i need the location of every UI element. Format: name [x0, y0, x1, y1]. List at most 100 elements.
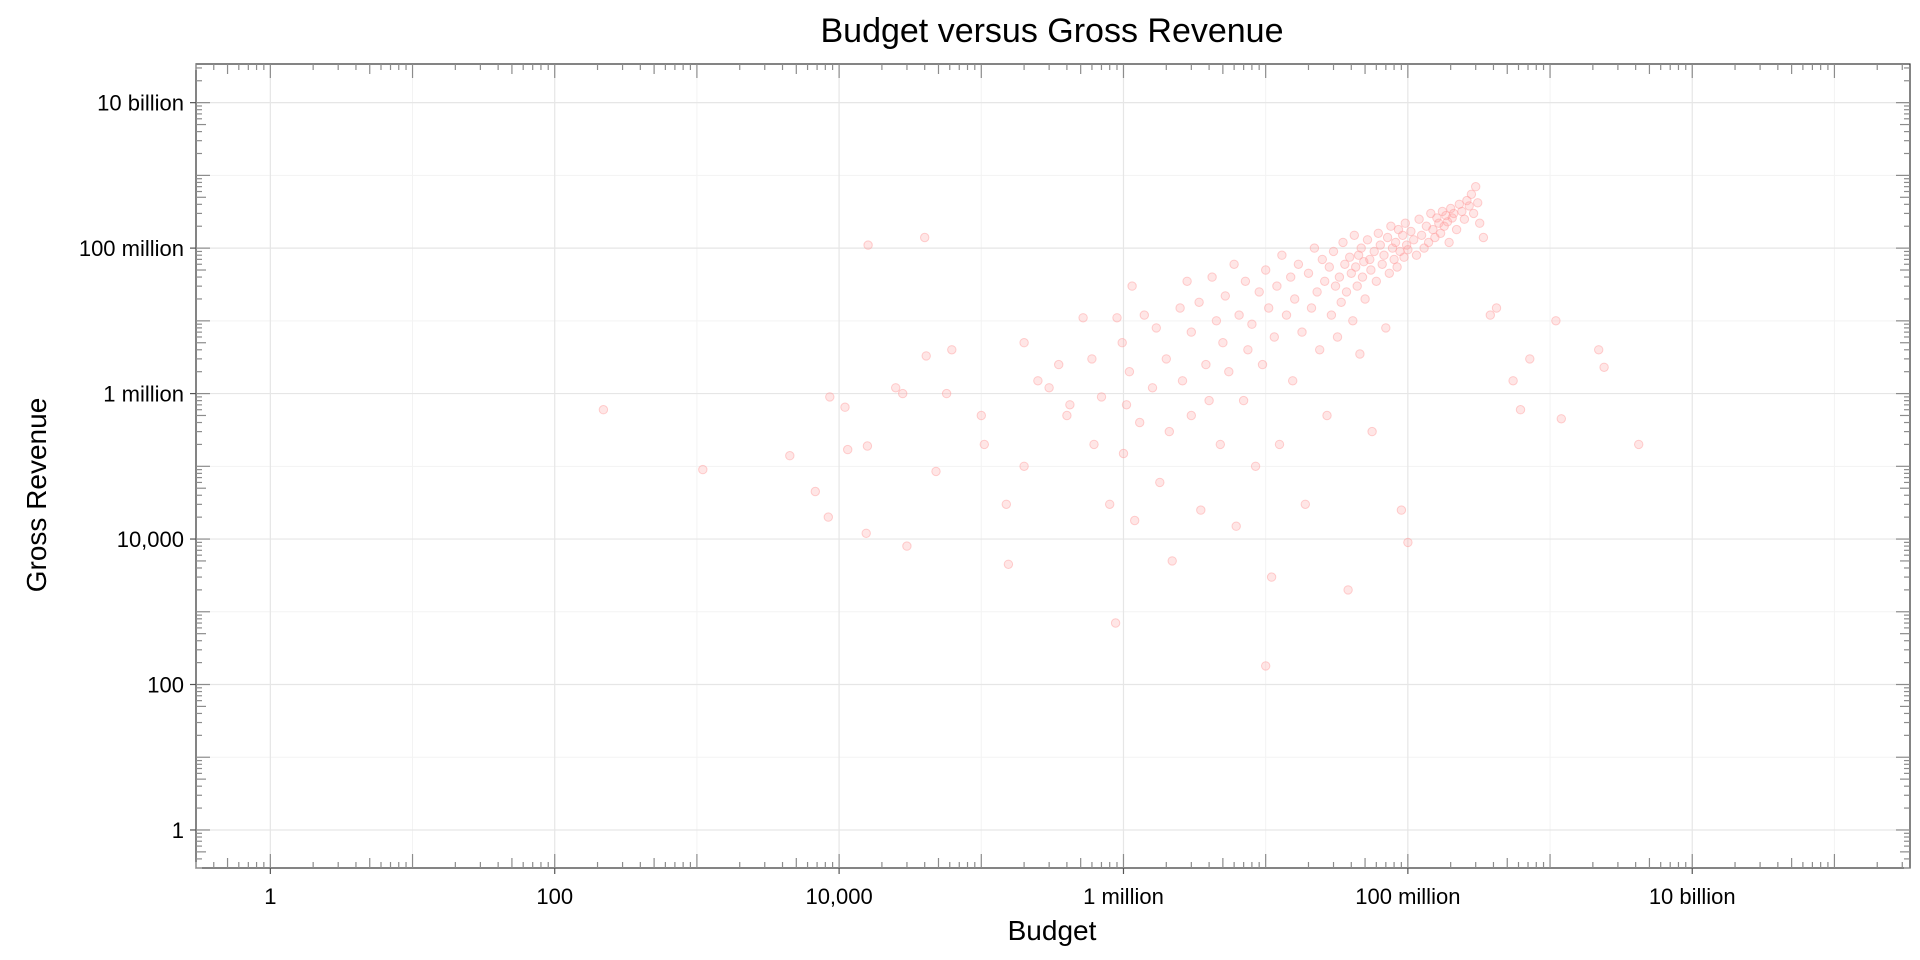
- data-point: [1334, 272, 1345, 282]
- data-point: [979, 439, 989, 450]
- data-point: [1551, 316, 1561, 326]
- data-point: [1127, 281, 1137, 291]
- data-point: [1167, 556, 1177, 566]
- data-point: [1382, 232, 1393, 243]
- data-point: [1464, 201, 1474, 211]
- data-point: [1309, 243, 1320, 253]
- data-point: [898, 388, 908, 399]
- data-point: [1426, 208, 1436, 219]
- data-point: [1264, 303, 1274, 313]
- data-point: [1182, 276, 1192, 286]
- data-point: [1525, 354, 1535, 364]
- data-point: [1475, 218, 1485, 228]
- data-point: [1377, 259, 1387, 269]
- data-point: [1355, 349, 1365, 359]
- data-point: [1351, 262, 1361, 272]
- data-point: [1250, 461, 1261, 471]
- data-point: [1207, 272, 1217, 282]
- data-point: [598, 405, 609, 415]
- data-point: [1320, 276, 1330, 286]
- data-point: [1326, 310, 1337, 320]
- data-point: [1054, 359, 1064, 370]
- data-point: [698, 464, 708, 475]
- y-tick-label: 1: [172, 818, 184, 843]
- y-tick-label: 1 million: [103, 382, 184, 407]
- data-point: [1359, 257, 1369, 267]
- data-point: [920, 232, 930, 243]
- data-point: [1033, 376, 1043, 386]
- data-point: [1124, 367, 1135, 377]
- data-point: [1473, 198, 1483, 208]
- data-point: [1398, 230, 1408, 241]
- data-point: [1121, 400, 1132, 410]
- data-point: [1257, 359, 1268, 370]
- data-point: [1367, 426, 1377, 437]
- x-axis-title: Budget: [1008, 915, 1097, 946]
- x-tick-label: 10,000: [805, 884, 872, 909]
- data-point: [1462, 195, 1472, 206]
- data-point: [1274, 439, 1285, 450]
- data-point: [891, 383, 901, 393]
- data-point: [1442, 217, 1453, 227]
- data-point: [1277, 250, 1287, 260]
- data-point: [1231, 521, 1241, 531]
- data-point: [1096, 392, 1107, 402]
- data-point: [1389, 254, 1399, 265]
- data-point: [1451, 224, 1462, 235]
- data-point: [1286, 272, 1296, 282]
- data-point: [1105, 499, 1115, 509]
- data-point: [861, 528, 871, 538]
- x-tick-label: 1 million: [1083, 884, 1164, 909]
- x-tick-label: 100: [536, 884, 573, 909]
- data-point: [1345, 252, 1355, 262]
- data-point: [931, 466, 941, 477]
- data-point: [1387, 243, 1398, 253]
- data-point: [1175, 303, 1185, 313]
- data-point: [1430, 232, 1440, 243]
- data-point: [1599, 362, 1609, 372]
- data-point: [1419, 243, 1429, 253]
- data-point: [1110, 618, 1121, 628]
- data-point: [1186, 410, 1197, 421]
- data-point: [1421, 221, 1432, 231]
- data-point: [1392, 262, 1402, 272]
- data-point: [1409, 235, 1419, 245]
- data-point: [1396, 505, 1407, 515]
- data-point: [1401, 240, 1412, 250]
- data-point: [785, 451, 795, 461]
- data-point: [1118, 448, 1129, 459]
- data-point: [1375, 240, 1386, 250]
- data-point: [1336, 297, 1346, 307]
- data-point: [921, 351, 931, 361]
- data-point: [1403, 537, 1413, 548]
- data-point: [1186, 327, 1197, 337]
- data-point: [1466, 189, 1477, 200]
- x-tick-label: 100 million: [1355, 884, 1460, 909]
- data-point: [1468, 208, 1479, 219]
- data-point: [810, 486, 820, 497]
- data-point: [1446, 203, 1456, 214]
- data-point: [862, 441, 873, 451]
- data-point: [1449, 208, 1459, 219]
- data-point: [1194, 297, 1204, 307]
- data-point: [1353, 250, 1364, 260]
- data-point: [1437, 206, 1448, 217]
- data-point: [1390, 237, 1401, 248]
- data-point: [1349, 230, 1360, 241]
- data-point: [1435, 228, 1446, 239]
- data-point: [1164, 426, 1175, 437]
- data-point: [1003, 559, 1014, 569]
- data-point: [1322, 410, 1332, 421]
- data-point: [1357, 272, 1368, 282]
- data-point: [1266, 572, 1277, 582]
- data-point: [1089, 439, 1099, 450]
- data-point: [1416, 230, 1427, 241]
- data-point: [1019, 338, 1029, 348]
- data-point: [1373, 228, 1384, 239]
- data-point: [1444, 237, 1454, 248]
- data-point: [825, 392, 835, 402]
- data-point: [1315, 345, 1325, 355]
- data-point: [1019, 461, 1029, 471]
- data-point: [1297, 327, 1307, 337]
